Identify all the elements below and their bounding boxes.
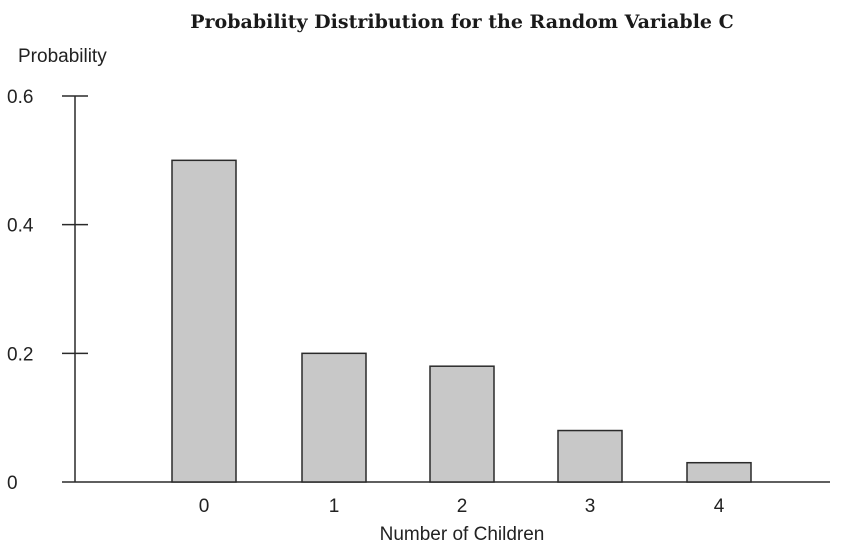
x-tick-label: 3 xyxy=(585,496,596,517)
y-axis-ticks: 0 0.2 0.4 0.6 xyxy=(7,87,88,494)
x-tick-label: 1 xyxy=(329,496,340,517)
bar-4 xyxy=(686,461,752,483)
y-tick-label: 0.4 xyxy=(7,216,34,237)
x-axis-label: Number of Children xyxy=(380,524,545,545)
x-tick-label: 2 xyxy=(457,496,468,517)
y-tick-label: 0.2 xyxy=(7,344,33,365)
chart-title: Probability Distribution for the Random … xyxy=(190,11,734,33)
y-tick-label: 0 xyxy=(7,473,18,494)
y-axis-label: Probability xyxy=(18,46,107,67)
x-axis-ticks: 0 1 2 3 4 xyxy=(199,496,725,517)
bar-0 xyxy=(171,159,237,483)
bar-2 xyxy=(429,365,495,483)
bar-3 xyxy=(557,429,623,483)
x-tick-label: 4 xyxy=(714,496,725,517)
bars-group xyxy=(171,159,752,483)
y-tick-label: 0.6 xyxy=(7,87,33,108)
bar-1 xyxy=(301,352,367,483)
x-tick-label: 0 xyxy=(199,496,210,517)
